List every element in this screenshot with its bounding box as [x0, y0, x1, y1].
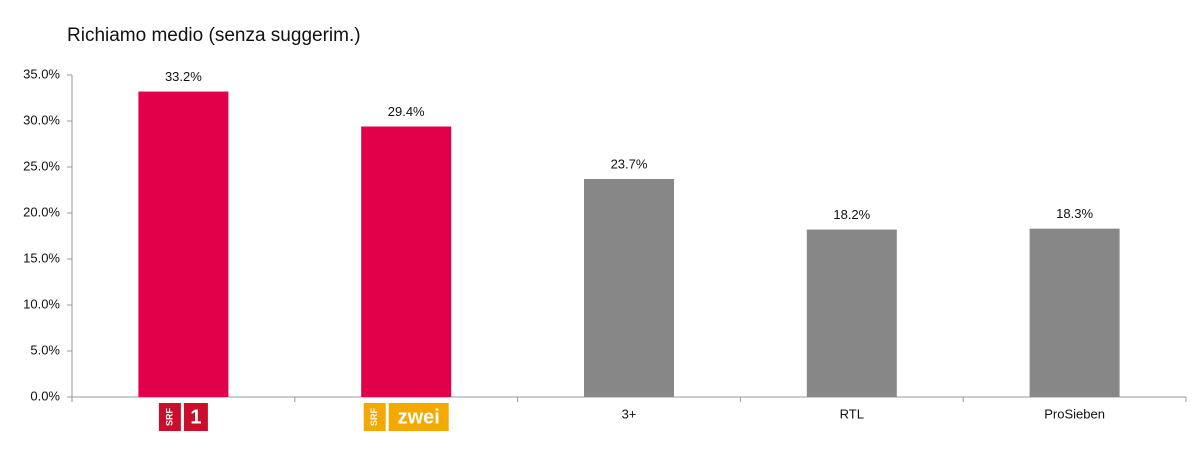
y-tick-label: 0.0% [30, 388, 60, 403]
logo-mark [388, 403, 449, 431]
bar [361, 126, 452, 398]
logo-badge-text: SRF [164, 407, 174, 426]
channel-logo: SRF 1 [158, 403, 208, 431]
logo-badge-text: SRF [369, 407, 379, 426]
bar [806, 229, 897, 397]
y-tick-label: 15.0% [23, 250, 60, 265]
y-tick-label: 20.0% [23, 204, 60, 219]
x-tick-label: 3+ [622, 406, 637, 421]
bar [1029, 228, 1120, 397]
chart-title: Richiamo medio (senza suggerim.) [67, 25, 361, 46]
logo-mark [183, 403, 208, 431]
y-tick-label: 30.0% [23, 112, 60, 127]
y-tick-label: 5.0% [30, 342, 60, 357]
y-tick-label: 10.0% [23, 296, 60, 311]
x-tick-label: RTL [840, 406, 864, 421]
value-label: 23.7% [611, 156, 648, 171]
value-label: 29.4% [388, 104, 425, 119]
logo-mark-text: zwei [398, 406, 440, 428]
value-label: 18.2% [833, 207, 870, 222]
logo-badge [158, 403, 181, 431]
value-label: 33.2% [165, 69, 202, 84]
logo-mark-text: 1 [190, 406, 201, 428]
y-tick-label: 25.0% [23, 158, 60, 173]
y-tick-label: 35.0% [23, 66, 60, 81]
bar [584, 178, 674, 397]
logo-badge [363, 403, 386, 431]
value-label: 18.3% [1056, 206, 1093, 221]
channel-logo: SRF zwei [363, 403, 449, 431]
bar [138, 91, 229, 397]
x-tick-label: ProSieben [1044, 406, 1105, 421]
